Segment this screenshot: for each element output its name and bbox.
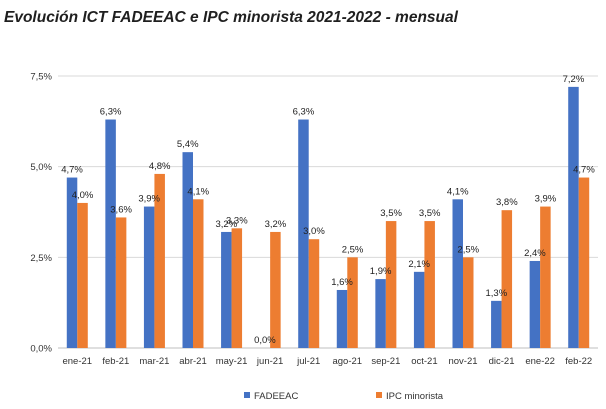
data-label-ipc-minorista: 3,2% <box>265 219 287 230</box>
bar-fadeeac <box>413 271 425 348</box>
bar-ipc-minorista <box>115 217 127 348</box>
data-label-fadeeac: 3,2% <box>215 219 237 230</box>
x-tick-label: abr-21 <box>179 356 206 367</box>
y-tick-label: 7,5% <box>30 72 52 83</box>
data-label-fadeeac: 7,2% <box>563 74 585 85</box>
x-tick-label: feb-21 <box>102 356 129 367</box>
bar-ipc-minorista <box>270 231 281 348</box>
data-label-fadeeac: 6,3% <box>293 107 315 118</box>
bars <box>66 86 590 349</box>
bar-ipc-minorista <box>463 257 474 348</box>
x-tick-label: dic-21 <box>489 356 515 367</box>
data-label-ipc-minorista: 3,6% <box>110 204 132 215</box>
bar-fadeeac <box>529 260 541 348</box>
data-label-fadeeac: 1,9% <box>370 266 392 277</box>
bar-fadeeac <box>336 289 348 348</box>
data-label-ipc-minorista: 4,0% <box>72 190 94 201</box>
data-label-fadeeac: 1,6% <box>331 277 353 288</box>
gridlines <box>58 75 598 349</box>
data-label-fadeeac: 1,3% <box>485 288 507 299</box>
x-tick-label: jul-21 <box>296 356 320 367</box>
bar-fadeeac <box>105 119 116 349</box>
data-label-fadeeac: 5,4% <box>177 139 199 150</box>
x-tick-label: nov-21 <box>448 356 477 367</box>
y-tick-label: 5,0% <box>30 162 52 173</box>
data-label-ipc-minorista: 3,5% <box>380 208 402 219</box>
x-tick-label: ene-22 <box>525 356 555 367</box>
bar-fadeeac <box>221 231 232 348</box>
data-label-fadeeac: 2,1% <box>408 259 430 270</box>
y-tick-label: 0,0% <box>30 344 52 355</box>
x-tick-label: jun-21 <box>256 356 283 367</box>
x-axis-ticks: ene-21 feb-21 mar-21 abr-21 may-21 jun-21 jul-… <box>62 356 592 367</box>
data-label-fadeeac: 0,0% <box>254 335 276 346</box>
bar-ipc-minorista <box>231 228 243 348</box>
x-tick-label: mar-21 <box>139 356 169 367</box>
bar-fadeeac <box>375 279 386 348</box>
legend-item-ipc-minorista: IPC minorista <box>376 391 444 402</box>
legend-item-fadeeac: FADEEAC <box>244 391 298 402</box>
data-label-fadeeac: 2,4% <box>524 248 546 259</box>
legend-swatch <box>244 392 250 398</box>
bar-ipc-minorista <box>77 202 88 348</box>
data-label-ipc-minorista: 4,7% <box>573 165 595 176</box>
y-axis-ticks: 0,0% 2,5% 5,0% 7,5% <box>30 72 52 355</box>
data-label-fadeeac: 6,3% <box>100 107 122 118</box>
bar-ipc-minorista <box>540 206 551 348</box>
bar-ipc-minorista <box>578 177 590 348</box>
bar-fadeeac <box>452 199 463 348</box>
legend-label: FADEEAC <box>254 391 298 402</box>
bar-fadeeac <box>491 300 502 348</box>
data-label-ipc-minorista: 4,8% <box>149 161 171 172</box>
x-tick-label: feb-22 <box>565 356 592 367</box>
bar-fadeeac <box>568 86 579 348</box>
x-tick-label: ene-21 <box>62 356 92 367</box>
data-label-fadeeac: 3,9% <box>138 194 160 205</box>
data-label-ipc-minorista: 3,8% <box>496 197 518 208</box>
data-label-ipc-minorista: 3,9% <box>535 194 557 205</box>
bar-ipc-minorista <box>347 257 358 348</box>
bar-ipc-minorista <box>385 221 397 348</box>
bar-ipc-minorista <box>308 239 320 348</box>
x-tick-label: may-21 <box>216 356 248 367</box>
data-label-ipc-minorista: 2,5% <box>457 244 479 255</box>
legend-swatch <box>376 392 382 398</box>
chart-title: Evolución ICT FADEEAC e IPC minorista 20… <box>4 9 458 26</box>
bar-ipc-minorista <box>154 173 165 348</box>
data-label-fadeeac: 4,7% <box>61 165 83 176</box>
data-labels: 4,7%4,0%6,3%3,6%3,9%4,8%5,4%4,1%3,2%3,3%… <box>61 74 595 346</box>
x-tick-label: sep-21 <box>371 356 400 367</box>
bar-fadeeac <box>298 119 309 349</box>
bar-fadeeac <box>182 152 193 348</box>
data-label-ipc-minorista: 3,0% <box>303 226 325 237</box>
data-label-ipc-minorista: 3,5% <box>419 208 441 219</box>
data-label-fadeeac: 4,1% <box>447 186 469 197</box>
data-label-ipc-minorista: 3,3% <box>226 215 248 226</box>
bar-ipc-minorista <box>193 199 204 348</box>
data-label-ipc-minorista: 2,5% <box>342 244 364 255</box>
bar-fadeeac <box>66 177 78 348</box>
x-tick-label: ago-21 <box>332 356 362 367</box>
x-tick-label: oct-21 <box>411 356 437 367</box>
bar-fadeeac <box>143 206 155 348</box>
bar-ipc-minorista <box>501 210 513 348</box>
bar-ipc-minorista <box>424 221 435 348</box>
legend-label: IPC minorista <box>386 391 444 402</box>
data-label-ipc-minorista: 4,1% <box>187 186 209 197</box>
legend: FADEEAC IPC minorista <box>244 391 444 402</box>
y-tick-label: 2,5% <box>30 253 52 264</box>
